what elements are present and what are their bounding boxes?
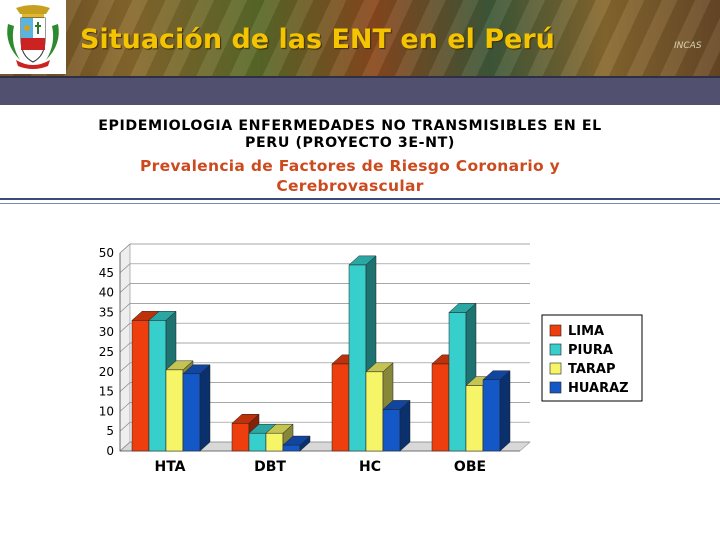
y-tick-label: 10 xyxy=(99,404,114,418)
bar-top xyxy=(165,360,194,371)
y-tick-label: 45 xyxy=(99,266,114,280)
x-tick-label: DBT xyxy=(254,459,286,475)
separator-top xyxy=(0,198,720,200)
bar-top xyxy=(148,311,177,321)
bar-front xyxy=(265,432,284,452)
bar-front xyxy=(182,373,201,452)
header-banner: Situación de las ENT en el Perú INCAS xyxy=(0,0,720,105)
caption-subheading: Prevalencia de Factores de Riesgo Corona… xyxy=(0,156,700,196)
gridline xyxy=(119,382,530,392)
bar-front xyxy=(348,264,367,452)
bar-front xyxy=(465,385,484,452)
y-tick-label: 15 xyxy=(99,385,114,399)
bar-top xyxy=(448,303,477,313)
bar-top xyxy=(282,435,311,446)
bar-front xyxy=(231,423,250,452)
legend-swatch xyxy=(549,381,562,394)
bar-top xyxy=(365,362,394,373)
y-tick-label: 35 xyxy=(99,305,114,319)
y-tick-label: 0 xyxy=(106,444,114,458)
x-tick-label: HC xyxy=(359,459,381,475)
caption-line-2: PERU (PROYECTO 3E-NT) xyxy=(245,135,455,151)
bar-front xyxy=(431,363,450,452)
legend-label: TARAP xyxy=(568,362,616,377)
gridline xyxy=(119,322,530,333)
bar-front xyxy=(148,320,167,452)
caption-heading: EPIDEMIOLOGIA ENFERMEDADES NO TRANSMISIB… xyxy=(0,118,700,152)
gridline xyxy=(119,243,530,254)
bar-front xyxy=(448,312,467,452)
bar-front xyxy=(282,444,301,452)
y-tick-label: 50 xyxy=(99,246,114,260)
bar-huaraz-hta xyxy=(182,364,211,452)
legend-label: PIURA xyxy=(568,343,613,358)
banner-texture xyxy=(0,0,720,76)
bar-chart: 0 5 10 15 20 25 30 35 40 45 50 HTA DBT HC OBE LIMA PIURA… xyxy=(99,243,643,475)
gridline xyxy=(119,303,530,313)
y-tick-label: 5 xyxy=(106,424,114,438)
page-title: Situación de las ENT en el Perú xyxy=(80,24,555,55)
y-tick-label: 40 xyxy=(99,286,114,300)
separator-bottom xyxy=(0,203,720,204)
legend-label: LIMA xyxy=(568,324,604,339)
bar-huaraz-obe xyxy=(482,370,511,452)
gridline xyxy=(119,342,530,353)
legend-swatch xyxy=(549,343,562,356)
y-tick-label: 20 xyxy=(99,365,114,379)
y-tick-label: 30 xyxy=(99,325,114,339)
x-tick-label: OBE xyxy=(454,459,486,475)
subtitle-line-1: Prevalencia de Factores de Riesgo Corona… xyxy=(139,157,560,175)
bar-front xyxy=(482,379,501,452)
bar-front xyxy=(382,409,401,452)
banner-stripe xyxy=(0,76,720,78)
legend-swatch xyxy=(549,324,562,337)
caption-line-1: EPIDEMIOLOGIA ENFERMEDADES NO TRANSMISIB… xyxy=(98,118,602,134)
corner-text: INCAS xyxy=(674,41,702,51)
bar-front xyxy=(131,320,150,452)
bar-side xyxy=(499,370,511,452)
bar-piura-hc xyxy=(348,255,377,452)
bar-front xyxy=(365,371,384,452)
bar-front xyxy=(331,363,350,452)
subtitle-line-2: Cerebrovascular xyxy=(276,177,424,195)
corner-logo: INCAS xyxy=(674,41,702,51)
bar-huaraz-dbt xyxy=(282,435,311,452)
peru-coat-of-arms-icon xyxy=(0,0,66,74)
bar-huaraz-hc xyxy=(382,399,411,452)
gridline xyxy=(119,362,530,373)
bar-top xyxy=(348,255,377,266)
gridline xyxy=(119,263,530,274)
bar-top xyxy=(382,400,411,410)
bar-top xyxy=(265,423,294,434)
legend-label: HUARAZ xyxy=(568,381,629,396)
bar-front xyxy=(248,432,267,452)
bar-side xyxy=(199,364,211,452)
y-tick-label: 25 xyxy=(99,345,114,359)
bar-top xyxy=(182,364,211,375)
legend-swatch xyxy=(549,362,562,375)
bar-top xyxy=(482,370,511,380)
gridline xyxy=(119,283,530,293)
bar-top xyxy=(231,414,260,424)
bar-front xyxy=(165,369,184,452)
x-tick-label: HTA xyxy=(154,459,185,475)
banner-strip xyxy=(0,76,720,105)
